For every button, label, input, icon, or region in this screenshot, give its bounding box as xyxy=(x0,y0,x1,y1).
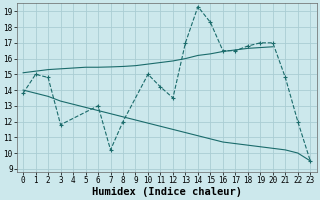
X-axis label: Humidex (Indice chaleur): Humidex (Indice chaleur) xyxy=(92,186,242,197)
